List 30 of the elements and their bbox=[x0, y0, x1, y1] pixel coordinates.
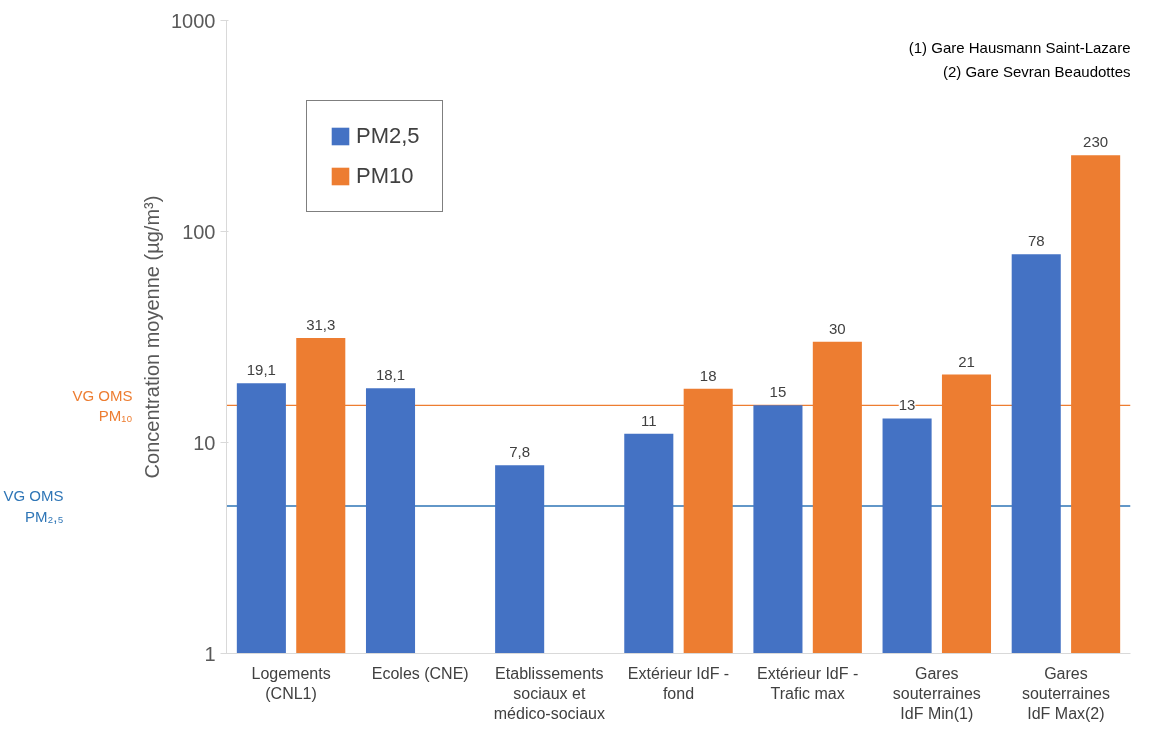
legend-label: PM2,5 bbox=[356, 123, 420, 149]
y-axis-title: Concentration moyenne (µg/m³) bbox=[141, 195, 164, 479]
y-tick-label: 100 bbox=[182, 220, 216, 243]
y-tick-label: 1 bbox=[204, 642, 216, 665]
x-tick-label: Extérieur IdF - fond bbox=[627, 664, 730, 702]
x-tick-label: Extérieur IdF - Trafic max bbox=[756, 664, 859, 702]
x-tick-label: Ecoles (CNE) bbox=[371, 664, 469, 682]
x-tick-label: Gares souterraines IdF Max(2) bbox=[1021, 664, 1110, 723]
data-label: 18 bbox=[699, 366, 717, 384]
data-label: 21 bbox=[958, 352, 975, 370]
annotation: (2) Gare Sevran Beaudottes bbox=[942, 62, 1131, 80]
y-tick-label: 10 bbox=[193, 431, 216, 454]
data-label: 31,3 bbox=[306, 315, 336, 333]
data-label: 18,1 bbox=[375, 366, 406, 384]
data-label: 78 bbox=[1027, 232, 1045, 250]
ref-line-label: VG OMS PM₁₀ bbox=[72, 386, 133, 425]
y-tick-label: 1000 bbox=[171, 9, 216, 32]
x-tick-label: Logements (CNL1) bbox=[251, 664, 331, 702]
data-label: 7,8 bbox=[509, 443, 531, 461]
data-label: 11 bbox=[641, 411, 657, 429]
x-tick-label: Etablissements sociaux et médico-sociaux bbox=[493, 664, 605, 723]
x-tick-label: Gares souterraines IdF Min(1) bbox=[892, 664, 981, 723]
data-label: 230 bbox=[1083, 133, 1109, 151]
data-label: 19,1 bbox=[246, 361, 276, 379]
ref-line-label: VG OMS PM₂,₅ bbox=[3, 487, 64, 525]
data-label: 30 bbox=[829, 319, 846, 337]
data-label: 13 bbox=[898, 396, 916, 414]
legend-label: PM10 bbox=[356, 163, 414, 189]
data-label: 15 bbox=[769, 383, 787, 401]
annotation: (1) Gare Hausmann Saint-Lazare bbox=[908, 38, 1131, 56]
